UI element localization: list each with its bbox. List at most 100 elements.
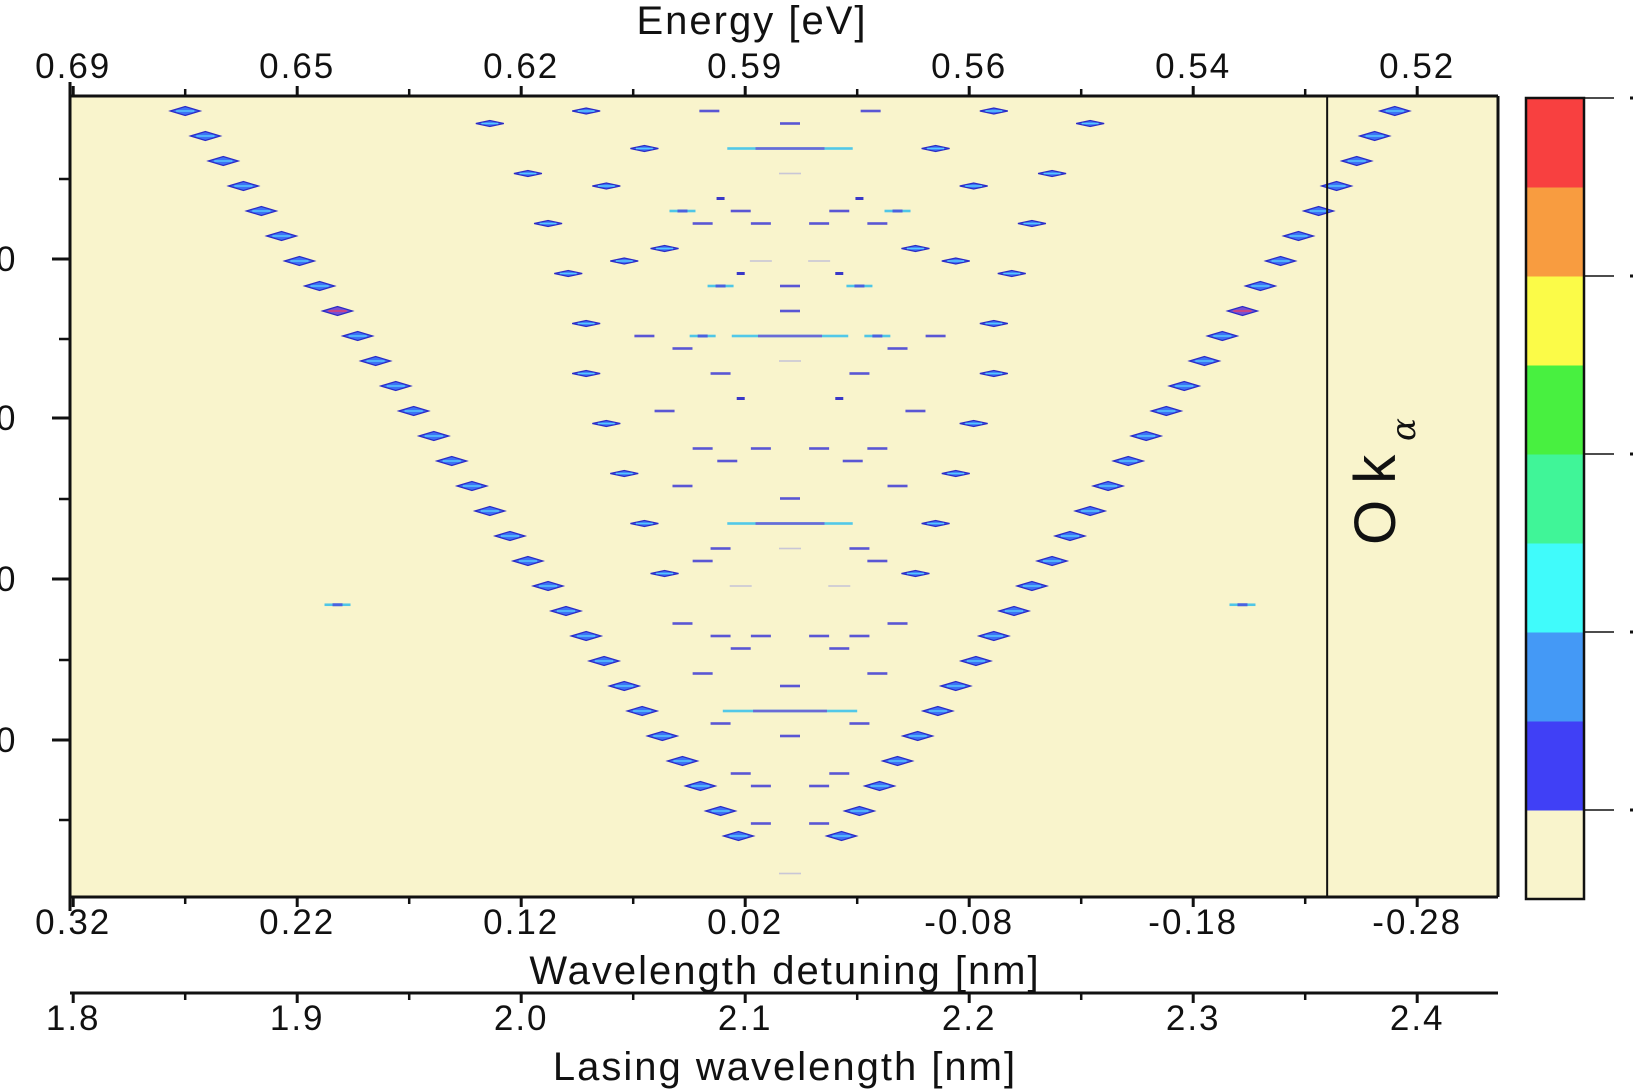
dash-mark bbox=[730, 647, 751, 650]
top-axis-tick-label: 0.54 bbox=[1155, 47, 1231, 86]
dash-mark bbox=[809, 634, 830, 638]
dot-mark bbox=[736, 397, 745, 400]
second-x-axis-tick-label: 1.9 bbox=[270, 999, 325, 1038]
colorbar-band bbox=[1526, 454, 1584, 544]
dash-mark bbox=[849, 634, 870, 638]
second-x-axis-title: Lasing wavelength [nm] bbox=[553, 1045, 1017, 1089]
dash-mark bbox=[905, 409, 926, 413]
dash-mark bbox=[829, 209, 850, 213]
annotation-ok-alpha: O k α bbox=[1343, 418, 1424, 545]
annotation-subscript: α bbox=[1384, 418, 1424, 441]
dash-mark bbox=[867, 447, 888, 450]
dash-mark bbox=[829, 647, 850, 650]
y-axis-tick-label: 0 bbox=[0, 560, 17, 599]
faint-mark bbox=[828, 585, 851, 587]
cyan-dash-core bbox=[677, 209, 688, 213]
x-axis-tick-label: 0.32 bbox=[35, 903, 111, 942]
dash-mark bbox=[887, 484, 908, 488]
dash-mark bbox=[849, 722, 870, 725]
dash-mark bbox=[750, 634, 771, 638]
dash-mark bbox=[654, 409, 675, 413]
dash-mark bbox=[780, 309, 800, 313]
center-line-core bbox=[757, 334, 823, 338]
annotation-label: O k bbox=[1343, 454, 1408, 545]
x-axis-tick-label: 0.22 bbox=[259, 903, 335, 942]
center-line-core bbox=[753, 709, 827, 713]
dash-mark bbox=[780, 497, 800, 500]
top-axis-tick-label: 0.65 bbox=[259, 47, 335, 86]
colorbar-band bbox=[1526, 632, 1584, 722]
colorbar bbox=[1524, 96, 1633, 901]
dash-mark bbox=[730, 772, 751, 775]
dash-mark bbox=[710, 372, 731, 375]
x-axis-tick-label: 0.02 bbox=[707, 903, 783, 942]
colorbar-band bbox=[1526, 187, 1584, 277]
dash-mark bbox=[780, 734, 800, 738]
faint-mark bbox=[779, 360, 801, 362]
dash-mark bbox=[730, 209, 751, 213]
cyan-dash-core bbox=[697, 334, 708, 338]
top-axis-tick-label: 0.62 bbox=[483, 47, 559, 86]
x-axis-tick-label: 0.12 bbox=[483, 903, 559, 942]
dash-mark bbox=[887, 347, 908, 350]
dash-mark bbox=[842, 459, 863, 463]
faint-mark bbox=[729, 585, 752, 587]
colorbar-tick-label-fragment bbox=[1630, 630, 1633, 634]
dash-mark bbox=[699, 109, 720, 113]
dash-mark bbox=[849, 372, 870, 375]
dash-mark bbox=[867, 672, 888, 675]
faint-mark bbox=[808, 260, 831, 262]
colorbar-band bbox=[1526, 98, 1584, 188]
cyan-dash-core bbox=[872, 334, 883, 338]
dot-mark bbox=[835, 397, 844, 400]
x-axis-tick-label: -0.28 bbox=[1372, 903, 1462, 942]
y-axis-tick-label: 0 bbox=[0, 399, 17, 438]
dash-mark bbox=[809, 784, 830, 788]
dash-mark bbox=[710, 547, 731, 550]
x-axis-title: Wavelength detuning [nm] bbox=[529, 949, 1040, 993]
faint-mark bbox=[779, 172, 801, 175]
dash-mark bbox=[717, 459, 738, 463]
colorbar-band bbox=[1526, 543, 1584, 633]
dash-mark bbox=[809, 822, 830, 825]
center-line-core bbox=[755, 147, 825, 150]
dash-mark bbox=[809, 222, 830, 225]
dash-mark bbox=[692, 559, 713, 563]
dash-mark bbox=[672, 347, 693, 350]
cyan-dash-core bbox=[1237, 603, 1248, 607]
dot-mark bbox=[855, 197, 864, 200]
x-axis-tick-label: -0.18 bbox=[1148, 903, 1238, 942]
dash-mark bbox=[750, 822, 771, 825]
colorbar-band bbox=[1526, 276, 1584, 366]
top-axis-tick-label: 0.56 bbox=[931, 47, 1007, 86]
cyan-dash-core bbox=[892, 209, 903, 213]
dash-mark bbox=[710, 722, 731, 725]
dash-mark bbox=[672, 484, 693, 488]
dot-mark bbox=[716, 197, 725, 200]
colorbar-band bbox=[1526, 721, 1584, 811]
dash-mark bbox=[860, 109, 881, 113]
dash-mark bbox=[867, 559, 888, 563]
top-axis-tick-label: 0.52 bbox=[1379, 47, 1455, 86]
cyan-dash-core bbox=[854, 284, 865, 288]
top-axis-tick-label: 0.59 bbox=[707, 47, 783, 86]
dot-mark bbox=[736, 272, 745, 275]
dash-mark bbox=[867, 222, 888, 225]
dash-mark bbox=[692, 447, 713, 450]
cyan-dash-core bbox=[332, 603, 343, 607]
dash-mark bbox=[925, 334, 946, 338]
dash-mark bbox=[829, 772, 850, 775]
dash-mark bbox=[750, 222, 771, 225]
faint-mark bbox=[749, 260, 772, 262]
data-marks bbox=[168, 105, 1412, 875]
y-axis-tick-label: 0 bbox=[0, 240, 17, 279]
colorbar-frame bbox=[1524, 96, 1586, 901]
second-x-axis-tick-label: 2.4 bbox=[1390, 999, 1445, 1038]
dash-mark bbox=[750, 447, 771, 450]
dash-mark bbox=[634, 334, 655, 338]
dash-mark bbox=[692, 222, 713, 225]
colorbar-band bbox=[1526, 810, 1584, 900]
dash-mark bbox=[887, 622, 908, 625]
dot-mark bbox=[835, 272, 844, 275]
dash-mark bbox=[780, 284, 800, 288]
